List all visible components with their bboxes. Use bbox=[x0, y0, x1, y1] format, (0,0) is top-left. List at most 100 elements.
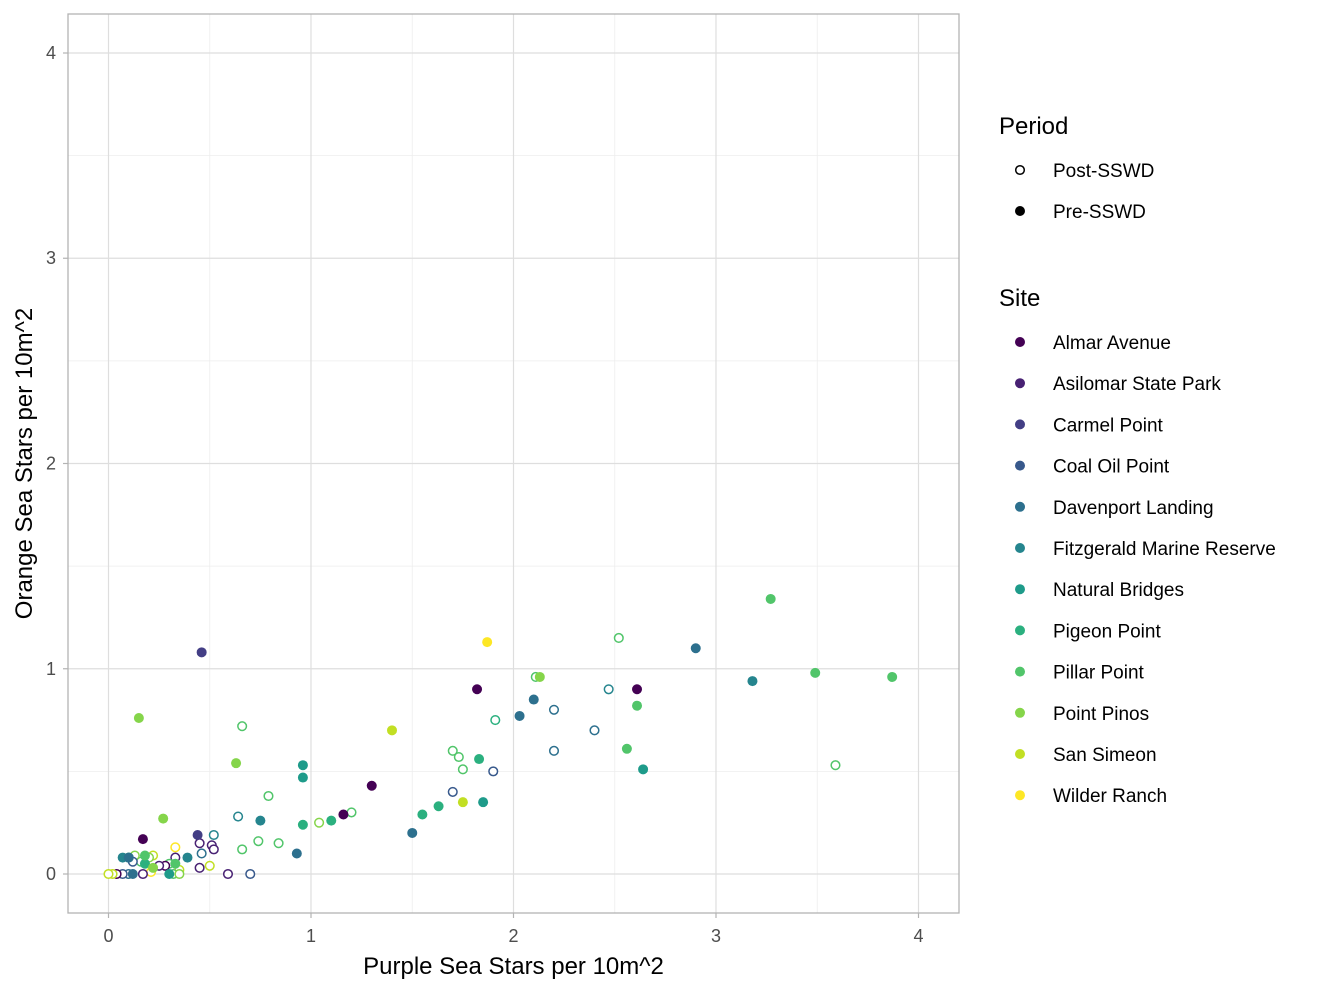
x-tick-label: 2 bbox=[508, 926, 518, 946]
data-point bbox=[632, 700, 643, 711]
data-point bbox=[548, 745, 560, 756]
legend-label-site: Pillar Point bbox=[1053, 663, 1145, 684]
data-point bbox=[346, 807, 357, 818]
axes: 0 1 2 3 4 0 1 2 3 4 Purple Sea Stars per 10m^2 Oran… bbox=[11, 13, 960, 980]
data-point bbox=[366, 780, 377, 791]
data-point bbox=[103, 868, 114, 880]
data-point bbox=[297, 760, 308, 771]
plot-panel bbox=[68, 14, 959, 913]
legend-label-site: Davenport Landing bbox=[1053, 498, 1214, 519]
legend-key-site bbox=[1015, 337, 1025, 347]
data-point bbox=[170, 858, 181, 869]
legend-label-site: Coal Oil Point bbox=[1053, 457, 1170, 478]
legend-key-site bbox=[1015, 707, 1025, 718]
data-point bbox=[233, 811, 244, 822]
data-point bbox=[830, 760, 841, 771]
data-point bbox=[589, 725, 600, 736]
data-point bbox=[148, 862, 159, 873]
legend-label-site: Natural Bridges bbox=[1053, 580, 1184, 601]
data-point bbox=[222, 868, 234, 880]
data-points bbox=[103, 593, 898, 880]
x-tick-label: 1 bbox=[306, 926, 316, 946]
legend-key-site bbox=[1015, 419, 1025, 430]
data-point bbox=[133, 713, 144, 724]
data-point bbox=[196, 647, 207, 658]
y-tick-label: 1 bbox=[46, 659, 56, 679]
legend-label-site: Pigeon Point bbox=[1053, 621, 1161, 642]
data-point bbox=[417, 809, 428, 820]
data-point bbox=[528, 694, 539, 705]
legend: Period Post-SSWD Pre-SSWD Site Almar Avenue A… bbox=[999, 113, 1276, 807]
data-point bbox=[407, 827, 418, 838]
y-tick-label: 2 bbox=[46, 454, 56, 474]
data-point bbox=[326, 815, 337, 826]
data-point bbox=[192, 830, 203, 841]
data-point bbox=[603, 684, 614, 695]
data-point bbox=[472, 684, 483, 695]
legend-label-site: San Simeon bbox=[1053, 745, 1157, 766]
data-point bbox=[194, 862, 205, 873]
legend-label-site: Wilder Ranch bbox=[1053, 786, 1167, 807]
data-point bbox=[123, 852, 134, 863]
data-point bbox=[158, 813, 169, 824]
legend-key-period bbox=[1014, 164, 1026, 176]
data-point bbox=[208, 829, 219, 841]
data-point bbox=[253, 836, 264, 847]
data-point bbox=[297, 772, 308, 783]
data-point bbox=[482, 637, 493, 648]
legend-key-site bbox=[1015, 584, 1025, 595]
y-tick-label: 3 bbox=[46, 248, 56, 268]
data-point bbox=[613, 632, 624, 644]
data-point bbox=[127, 869, 138, 880]
data-point bbox=[338, 809, 349, 820]
legend-key-site bbox=[1015, 625, 1025, 636]
data-point bbox=[137, 834, 148, 845]
legend-label-site: Point Pinos bbox=[1053, 704, 1149, 725]
data-point bbox=[638, 764, 649, 775]
data-point bbox=[170, 842, 181, 853]
data-point bbox=[747, 676, 758, 687]
legend-label-site: Almar Avenue bbox=[1053, 333, 1171, 354]
x-tick-label: 0 bbox=[103, 926, 113, 946]
data-point bbox=[231, 758, 242, 769]
data-point bbox=[204, 860, 215, 871]
data-point bbox=[196, 848, 207, 859]
y-tick-label: 0 bbox=[46, 864, 56, 884]
data-point bbox=[457, 764, 468, 775]
data-point bbox=[690, 643, 701, 654]
data-point bbox=[139, 858, 150, 869]
data-point bbox=[263, 790, 274, 802]
legend-title-period: Period bbox=[999, 113, 1068, 140]
data-point bbox=[237, 844, 248, 855]
data-point bbox=[245, 868, 256, 880]
data-point bbox=[457, 797, 468, 808]
legend-key-period bbox=[1015, 206, 1025, 216]
y-axis-title: Orange Sea Stars per 10m^2 bbox=[11, 308, 38, 619]
data-point bbox=[174, 868, 185, 880]
data-point bbox=[474, 754, 485, 765]
x-axis-title: Purple Sea Stars per 10m^2 bbox=[363, 953, 664, 980]
legend-label-period: Post-SSWD bbox=[1053, 161, 1154, 182]
legend-key-site bbox=[1015, 543, 1025, 553]
legend-key-site bbox=[1015, 501, 1025, 512]
legend-key-site bbox=[1015, 460, 1025, 471]
data-point bbox=[433, 801, 444, 812]
data-point bbox=[194, 838, 205, 849]
legend-title-site: Site bbox=[999, 285, 1040, 312]
data-point bbox=[139, 850, 150, 861]
legend-key-site bbox=[1015, 378, 1025, 389]
data-point bbox=[182, 852, 193, 863]
data-point bbox=[273, 838, 284, 849]
data-point bbox=[621, 743, 632, 754]
data-point bbox=[447, 786, 458, 797]
data-point bbox=[164, 869, 175, 880]
data-point bbox=[447, 745, 458, 756]
data-point bbox=[887, 671, 898, 682]
data-point bbox=[765, 593, 776, 604]
data-point bbox=[810, 667, 821, 678]
y-tick-label: 4 bbox=[46, 43, 56, 63]
data-point bbox=[137, 868, 148, 880]
legend-key-site bbox=[1015, 749, 1025, 759]
data-point bbox=[490, 715, 501, 726]
